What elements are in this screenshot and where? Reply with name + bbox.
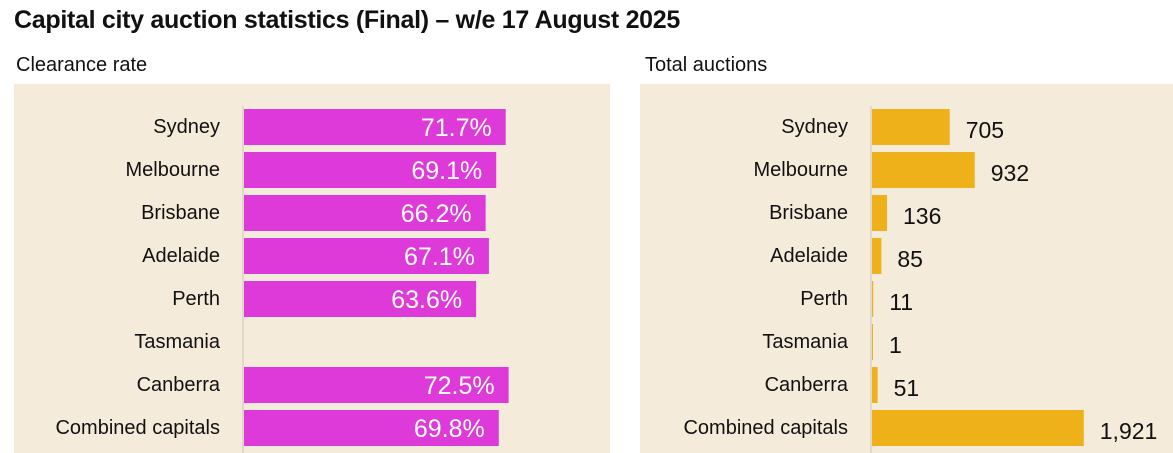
clearance-rate-chart: Sydney 71.7% Melbourne 69.1% Brisbane 66.2% Ad…	[55, 106, 509, 453]
auctions-value-label-tasmania: 1	[889, 332, 902, 358]
clearance-value-label-melbourne: 69.1%	[411, 157, 482, 185]
auctions-bar-tasmania	[872, 324, 873, 360]
clearance-value-label-brisbane: 66.2%	[401, 200, 472, 228]
total-auctions-subtitle: Total auctions	[645, 54, 768, 76]
clearance-category-label-sydney: Sydney	[153, 116, 220, 138]
auctions-bar-sydney	[872, 109, 950, 145]
clearance-bar-perth	[244, 281, 477, 317]
auctions-category-label-melbourne: Melbourne	[753, 159, 848, 181]
auctions-category-label-perth: Perth	[800, 288, 848, 310]
clearance-category-label-perth: Perth	[172, 288, 220, 310]
auctions-bar-combined-capitals	[872, 410, 1084, 446]
auctions-value-label-perth: 11	[889, 289, 913, 315]
auctions-bar-perth	[872, 281, 874, 317]
auctions-category-label-sydney: Sydney	[781, 116, 848, 138]
clearance-bar-brisbane	[244, 195, 486, 231]
total-auctions-chart: Sydney 705 Melbourne 932 Brisbane 136 Adelaide…	[683, 106, 1158, 453]
clearance-rate-subtitle: Clearance rate	[16, 54, 148, 76]
total-auctions-panel: Sydney 705 Melbourne 932 Brisbane 136 Adelaide…	[640, 84, 1173, 453]
auctions-value-label-sydney: 705	[966, 117, 1004, 143]
clearance-category-label-combined-capitals: Combined capitals	[55, 417, 220, 439]
auctions-value-label-adelaide: 85	[897, 246, 923, 272]
clearance-value-label-combined-capitals: 69.8%	[414, 415, 485, 443]
auctions-category-label-tasmania: Tasmania	[762, 331, 848, 353]
auctions-category-label-combined-capitals: Combined capitals	[683, 417, 848, 439]
auctions-category-label-adelaide: Adelaide	[770, 245, 848, 267]
clearance-bar-melbourne	[244, 152, 497, 188]
clearance-category-label-melbourne: Melbourne	[125, 159, 220, 181]
clearance-value-label-sydney: 71.7%	[421, 114, 492, 142]
clearance-rate-panel: Sydney 71.7% Melbourne 69.1% Brisbane 66.2% Ad…	[14, 84, 610, 453]
chart-title: Capital city auction statistics (Final) …	[14, 6, 680, 34]
auctions-category-label-brisbane: Brisbane	[769, 202, 848, 224]
auctions-value-label-brisbane: 136	[903, 203, 941, 229]
auctions-value-label-canberra: 51	[894, 375, 920, 401]
auctions-bar-canberra	[872, 367, 878, 403]
clearance-bar-canberra	[244, 367, 509, 403]
auctions-bar-melbourne	[872, 152, 975, 188]
clearance-category-label-canberra: Canberra	[137, 374, 221, 396]
clearance-value-label-adelaide: 67.1%	[404, 243, 475, 271]
auctions-bar-adelaide	[872, 238, 882, 274]
clearance-category-label-brisbane: Brisbane	[141, 202, 220, 224]
auctions-category-label-canberra: Canberra	[765, 374, 849, 396]
clearance-bar-combined-capitals	[244, 410, 499, 446]
clearance-value-label-canberra: 72.5%	[424, 372, 495, 400]
clearance-value-label-perth: 63.6%	[391, 286, 462, 314]
clearance-category-label-adelaide: Adelaide	[142, 245, 220, 267]
auctions-value-label-melbourne: 932	[991, 160, 1029, 186]
clearance-bar-sydney	[244, 109, 506, 145]
auctions-value-label-combined-capitals: 1,921	[1100, 418, 1158, 444]
clearance-bar-adelaide	[244, 238, 489, 274]
clearance-category-label-tasmania: Tasmania	[134, 331, 220, 353]
auctions-bar-brisbane	[872, 195, 887, 231]
